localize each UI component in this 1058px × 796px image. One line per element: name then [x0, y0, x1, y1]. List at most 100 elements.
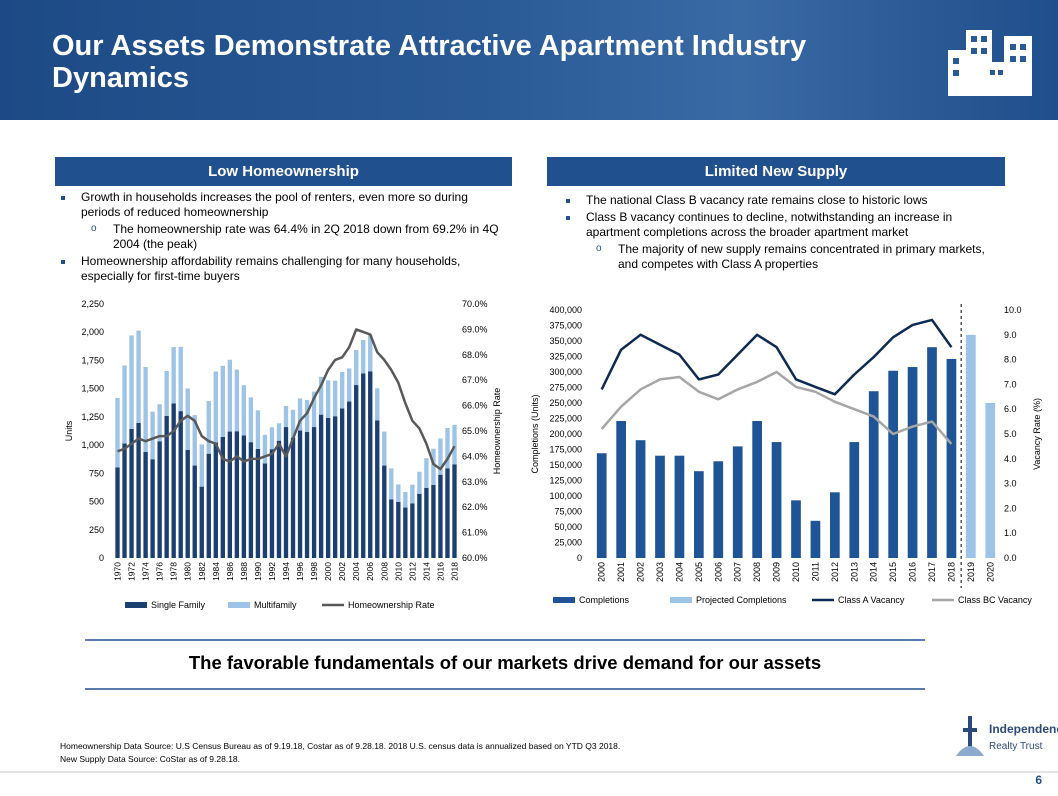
bar: [213, 442, 218, 558]
bar: [255, 448, 261, 558]
bar: [403, 491, 408, 508]
line-series: [117, 328, 456, 471]
bar: [129, 428, 134, 558]
bullet-text: Class B vacancy continues to decline, no…: [586, 210, 953, 239]
legend-swatch: [125, 602, 147, 608]
y-tick-label: 2,250: [81, 299, 104, 309]
y2-tick-label: 6.0: [1004, 404, 1017, 414]
x-tick-label: 2010: [393, 562, 403, 581]
x-tick-label: 2001: [616, 562, 626, 582]
legend-label: Homeownership Rate: [348, 600, 435, 610]
bar: [410, 503, 415, 558]
bar: [164, 370, 169, 416]
y2-tick-label: 69.0%: [462, 324, 488, 334]
legend-label: Class A Vacancy: [838, 595, 905, 605]
bar: [206, 401, 211, 454]
y2-tick-label: 66.0%: [462, 401, 488, 411]
x-tick-label: 2012: [407, 562, 417, 581]
bullet-list: The national Class B vacancy rate remain…: [560, 193, 1005, 274]
bar: [325, 380, 331, 418]
bar: [297, 430, 303, 558]
bar: [234, 369, 240, 432]
x-tick-label: 2002: [636, 562, 646, 582]
y-tick-label: 375,000: [549, 321, 582, 331]
y2-tick-label: 2.0: [1004, 503, 1017, 513]
y2-tick-label: 4.0: [1004, 454, 1017, 464]
x-tick-label: 2006: [365, 562, 375, 581]
bar: [674, 455, 685, 558]
bar: [616, 420, 626, 558]
legend-label: Class BC Vacancy: [958, 595, 1032, 605]
bar: [452, 424, 457, 465]
bar: [115, 467, 120, 558]
y2-tick-label: 3.0: [1004, 479, 1017, 489]
y-axis-title: Completions (Units): [530, 394, 540, 473]
bar: [283, 427, 289, 558]
y-tick-label: 325,000: [549, 352, 582, 362]
bar: [445, 468, 450, 558]
legend-swatch: [670, 597, 692, 603]
section-heading: Limited New Supply: [547, 157, 1005, 186]
bar: [752, 420, 762, 558]
bar: [311, 427, 317, 558]
bar: [382, 431, 387, 466]
bar: [234, 431, 240, 558]
bar: [325, 417, 331, 558]
bar: [354, 385, 359, 558]
y2-tick-label: 62.0%: [462, 502, 488, 512]
y-tick-label: 400,000: [549, 305, 582, 315]
bar: [403, 507, 408, 558]
bar: [849, 442, 860, 558]
bar: [192, 415, 197, 466]
bullet: The national Class B vacancy rate remain…: [560, 193, 1005, 208]
y-tick-label: 275,000: [549, 383, 582, 393]
x-tick-label: 2016: [435, 562, 445, 581]
legend-label: Multifamily: [254, 600, 297, 610]
bar: [389, 468, 394, 500]
bar: [136, 422, 141, 558]
x-tick-label: 1970: [113, 562, 123, 581]
x-tick-label: 2000: [323, 562, 333, 581]
footnote: New Supply Data Source: CoStar as of 9.2…: [60, 754, 241, 764]
bar: [713, 461, 724, 558]
bar: [410, 484, 415, 504]
logo-text: Independence: [989, 722, 1058, 736]
x-tick-label: 2014: [869, 562, 879, 582]
y2-axis-title: Vacancy Rate (%): [1032, 398, 1042, 470]
sub-bullet: The homeownership rate was 64.4% in 2Q 2…: [55, 221, 505, 252]
y2-tick-label: 9.0: [1004, 330, 1017, 340]
bar: [115, 397, 120, 468]
y-tick-label: 175,000: [549, 445, 582, 455]
x-tick-label: 2020: [985, 562, 995, 582]
y-tick-label: 250,000: [549, 398, 582, 408]
logo-text: Realty Trust: [989, 741, 1043, 752]
bar: [375, 420, 380, 558]
x-tick-label: 2008: [752, 562, 762, 582]
bullet-text: Growth in households increases the pool …: [81, 190, 468, 219]
bar: [361, 373, 366, 558]
x-tick-label: 2006: [713, 562, 723, 582]
bar: [810, 520, 821, 558]
y-tick-label: 2,000: [81, 327, 104, 337]
y2-tick-label: 67.0%: [462, 375, 488, 385]
y-tick-label: 0: [577, 553, 582, 563]
x-tick-label: 2003: [655, 562, 665, 582]
y2-tick-label: 64.0%: [462, 451, 488, 461]
bar: [396, 502, 401, 558]
x-tick-label: 2009: [772, 562, 782, 582]
x-tick-label: 2008: [379, 562, 389, 581]
bar: [375, 388, 380, 421]
x-tick-label: 2000: [597, 562, 607, 582]
bar: [732, 446, 743, 558]
bar: [445, 427, 450, 469]
x-tick-label: 2002: [337, 562, 347, 581]
y2-tick-label: 5.0: [1004, 429, 1017, 439]
y-tick-label: 1,750: [81, 355, 104, 365]
bar: [192, 465, 197, 558]
bar: [339, 408, 345, 558]
bar: [199, 486, 204, 558]
bar: [438, 438, 443, 475]
bar: [771, 442, 782, 558]
bar: [262, 463, 268, 558]
